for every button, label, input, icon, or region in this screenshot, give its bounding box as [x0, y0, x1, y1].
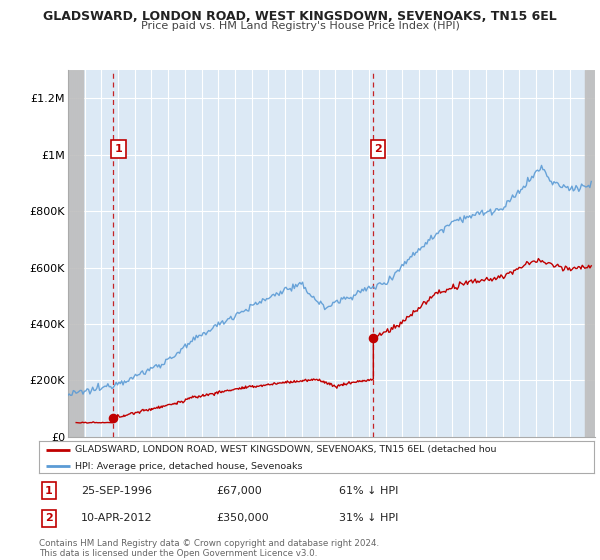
Bar	[76, 70, 77, 437]
Point	[109, 413, 118, 422]
Text: HPI: Average price, detached house, Sevenoaks: HPI: Average price, detached house, Seve…	[75, 461, 302, 470]
Text: 10-APR-2012: 10-APR-2012	[80, 514, 152, 524]
Text: GLADSWARD, LONDON ROAD, WEST KINGSDOWN, SEVENOAKS, TN15 6EL (detached hou: GLADSWARD, LONDON ROAD, WEST KINGSDOWN, …	[75, 445, 497, 454]
Text: 61% ↓ HPI: 61% ↓ HPI	[339, 486, 398, 496]
Bar	[70, 70, 71, 437]
Bar	[72, 70, 73, 437]
Bar	[590, 70, 592, 437]
Text: £350,000: £350,000	[217, 514, 269, 524]
Bar	[80, 70, 81, 437]
Text: 1: 1	[114, 144, 122, 154]
Text: 31% ↓ HPI: 31% ↓ HPI	[339, 514, 398, 524]
Text: £67,000: £67,000	[217, 486, 262, 496]
Bar	[68, 70, 69, 437]
Text: 2: 2	[374, 144, 382, 154]
Text: Price paid vs. HM Land Registry's House Price Index (HPI): Price paid vs. HM Land Registry's House …	[140, 21, 460, 31]
Text: 1: 1	[45, 486, 53, 496]
Text: GLADSWARD, LONDON ROAD, WEST KINGSDOWN, SEVENOAKS, TN15 6EL: GLADSWARD, LONDON ROAD, WEST KINGSDOWN, …	[43, 10, 557, 23]
Bar	[74, 70, 75, 437]
Bar	[589, 70, 590, 437]
Bar	[584, 70, 595, 437]
Bar	[68, 70, 83, 437]
Bar	[82, 70, 83, 437]
Text: 2: 2	[45, 514, 53, 524]
Point	[368, 334, 378, 343]
Text: 25-SEP-1996: 25-SEP-1996	[80, 486, 152, 496]
Bar	[78, 70, 79, 437]
Text: Contains HM Land Registry data © Crown copyright and database right 2024.
This d: Contains HM Land Registry data © Crown c…	[39, 539, 379, 558]
Bar	[584, 70, 586, 437]
